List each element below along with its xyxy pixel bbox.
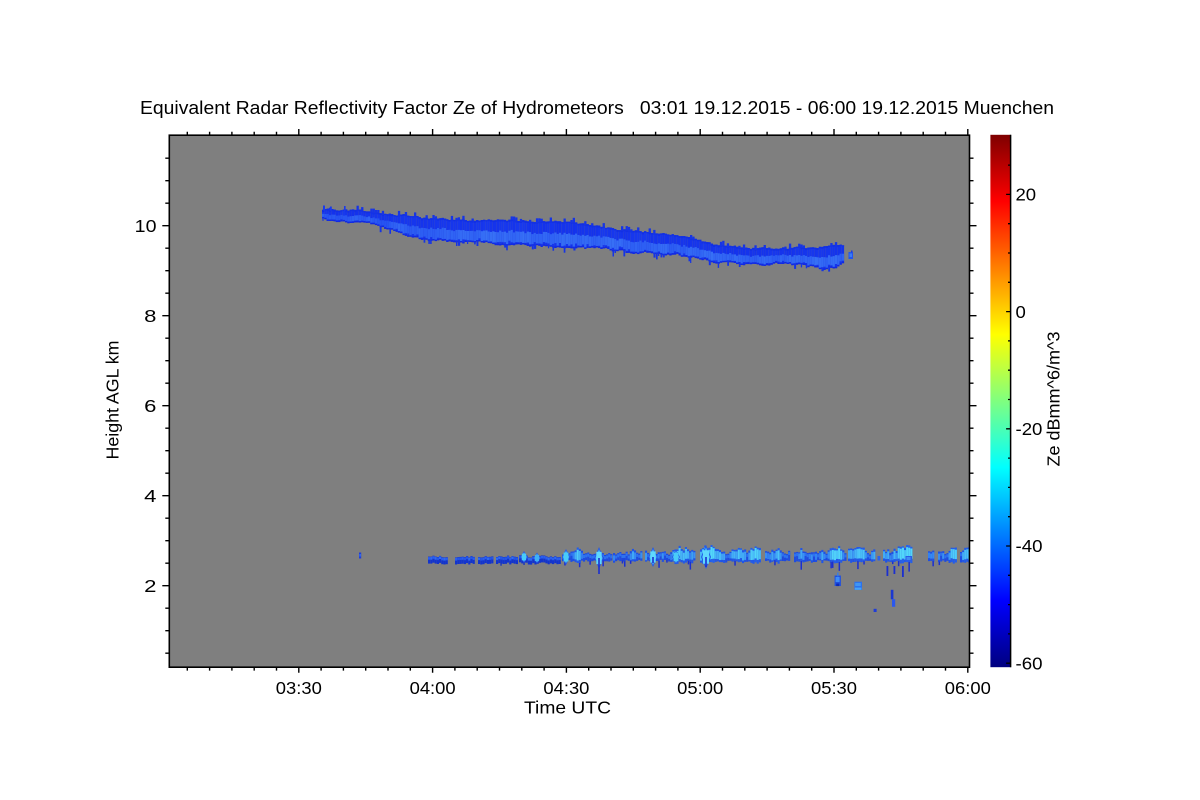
svg-text:-20: -20 [1016, 419, 1043, 439]
svg-text:06:00: 06:00 [945, 678, 991, 698]
svg-text:20: 20 [1016, 185, 1037, 205]
svg-text:Ze dBmm^6/m^3: Ze dBmm^6/m^3 [1044, 332, 1064, 467]
svg-text:05:00: 05:00 [677, 678, 723, 698]
svg-text:Time UTC: Time UTC [524, 698, 611, 718]
svg-text:-60: -60 [1016, 653, 1043, 673]
svg-text:04:00: 04:00 [410, 678, 456, 698]
svg-text:6: 6 [144, 396, 156, 416]
svg-text:Equivalent Radar Reflectivity: Equivalent Radar Reflectivity Factor Ze … [140, 97, 1054, 118]
svg-text:03:30: 03:30 [276, 678, 322, 698]
svg-text:05:30: 05:30 [811, 678, 857, 698]
svg-text:0: 0 [1016, 302, 1027, 322]
svg-text:-40: -40 [1016, 536, 1043, 556]
svg-text:Height AGL km: Height AGL km [103, 341, 123, 460]
svg-text:2: 2 [144, 576, 156, 596]
svg-text:8: 8 [144, 306, 156, 326]
svg-text:10: 10 [135, 216, 157, 236]
svg-text:04:30: 04:30 [543, 678, 589, 698]
svg-text:4: 4 [144, 486, 157, 506]
